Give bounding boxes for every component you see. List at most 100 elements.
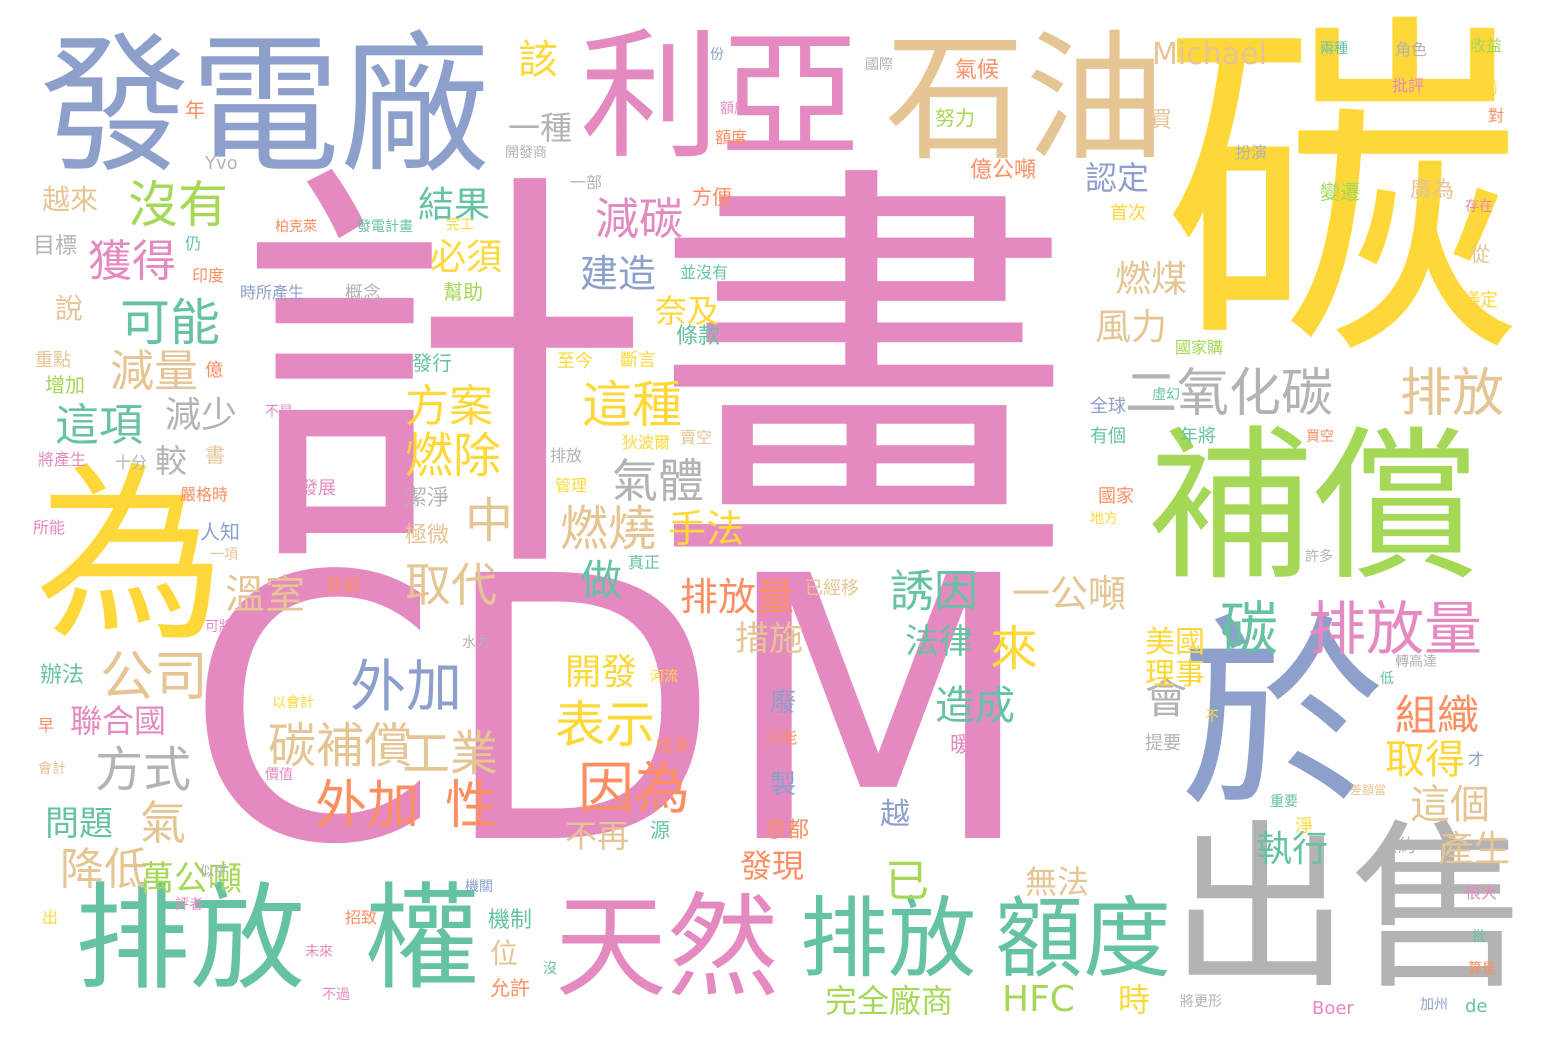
- word: 出: [42, 908, 59, 927]
- word: 似乎: [200, 864, 228, 880]
- word: 照樣: [312, 506, 345, 525]
- word: 買: [1150, 108, 1173, 133]
- word: 理事: [1145, 657, 1205, 692]
- word: 因為: [578, 757, 690, 822]
- word: 很大: [1465, 883, 1498, 902]
- word: 較: [155, 442, 188, 480]
- word: 開發: [565, 652, 638, 693]
- word: 對: [1488, 106, 1505, 125]
- word: 萬公噸: [140, 859, 242, 899]
- word: 年: [185, 98, 205, 122]
- word: 越來: [42, 183, 99, 216]
- word: 廣為: [1410, 178, 1455, 203]
- word: 碳: [1220, 595, 1279, 663]
- word: 氣候: [955, 58, 1000, 83]
- word: 算是: [1468, 961, 1496, 977]
- word: 變遷: [1320, 180, 1360, 204]
- word: 評者: [175, 897, 203, 913]
- word: 並沒有: [680, 263, 729, 282]
- word: 全球: [1090, 396, 1126, 417]
- word: 京都: [765, 818, 810, 843]
- word: 會: [1145, 674, 1188, 723]
- word: 燃除: [405, 428, 502, 484]
- word: 這個: [1410, 782, 1490, 828]
- word: 完工: [446, 217, 474, 233]
- word: 一公噸: [1012, 572, 1127, 616]
- word: 從: [1470, 242, 1490, 266]
- word: 補償: [1148, 411, 1478, 603]
- word: 獲得: [88, 236, 176, 287]
- word: 斷言: [620, 350, 656, 371]
- word: 河流: [650, 669, 678, 685]
- word: 幫助: [443, 280, 483, 304]
- word: 完全廠商: [825, 982, 954, 1020]
- word: 額度: [720, 101, 748, 117]
- word: 這種: [582, 376, 682, 434]
- word: 天然: [555, 883, 779, 1013]
- word: 不是: [265, 404, 293, 420]
- word: 利亞: [580, 16, 861, 179]
- word: 才: [1468, 750, 1485, 769]
- word: 發現: [740, 847, 805, 885]
- word: 時: [1118, 981, 1151, 1019]
- word: 億: [205, 360, 223, 381]
- word: 至今: [557, 351, 593, 372]
- word: 機制: [488, 908, 533, 933]
- word: 角色: [1395, 40, 1428, 59]
- word: 不過: [322, 987, 350, 1003]
- word: 重要: [1270, 794, 1298, 810]
- word: 計畫: [230, 133, 1074, 625]
- word: 方便: [692, 185, 732, 209]
- word: 廢: [770, 688, 797, 718]
- word: 無法: [1025, 863, 1090, 901]
- word: 位: [490, 937, 519, 970]
- word: 只能: [765, 728, 798, 747]
- word: 必須: [430, 237, 503, 278]
- word: 措施: [735, 619, 803, 659]
- word: 貧窮: [325, 576, 361, 597]
- word: 燃煤: [1115, 259, 1188, 300]
- word: 取得: [1385, 737, 1465, 783]
- word: 真正: [628, 553, 661, 572]
- word: Boer: [1312, 998, 1354, 1019]
- word: 造成: [935, 683, 1015, 729]
- word: 執行: [1256, 829, 1329, 870]
- word: 印度: [192, 266, 225, 285]
- word: 批: [1472, 929, 1486, 945]
- word: 招致: [345, 908, 378, 927]
- word: de: [1465, 996, 1488, 1017]
- word: 排放: [75, 872, 306, 1006]
- word: 發電計畫: [357, 219, 413, 235]
- word: 時所產生: [240, 283, 305, 302]
- word: 書: [205, 443, 225, 467]
- word: 取代: [405, 558, 497, 612]
- word: 有個: [1090, 426, 1126, 447]
- word: 為: [35, 446, 226, 667]
- word: 排放: [800, 887, 977, 990]
- word: 開發商: [505, 145, 547, 161]
- word: 排放: [550, 446, 583, 465]
- word: 淨: [1295, 816, 1313, 837]
- word: 地方: [1090, 511, 1118, 527]
- word: 概念: [345, 283, 381, 304]
- word: 暖化: [950, 733, 995, 758]
- word: 額度: [995, 887, 1172, 990]
- word: 方式: [95, 742, 192, 798]
- word: 潔淨: [405, 486, 450, 511]
- word: 燃燒: [560, 501, 657, 557]
- word: 增加: [45, 373, 85, 397]
- word: 結果: [418, 185, 491, 226]
- word: 這項: [55, 400, 143, 451]
- word: 低: [1380, 671, 1394, 687]
- word: 十分: [115, 453, 148, 472]
- word: 石油: [885, 18, 1166, 181]
- word: 仍: [185, 234, 202, 253]
- word: 條款: [676, 324, 721, 349]
- word: 額度: [715, 128, 748, 147]
- word: 可將: [205, 619, 233, 635]
- word: 人知: [200, 520, 240, 544]
- word: 扮演: [1235, 143, 1268, 162]
- word: 減碳: [595, 194, 683, 245]
- word: 水力: [462, 635, 490, 651]
